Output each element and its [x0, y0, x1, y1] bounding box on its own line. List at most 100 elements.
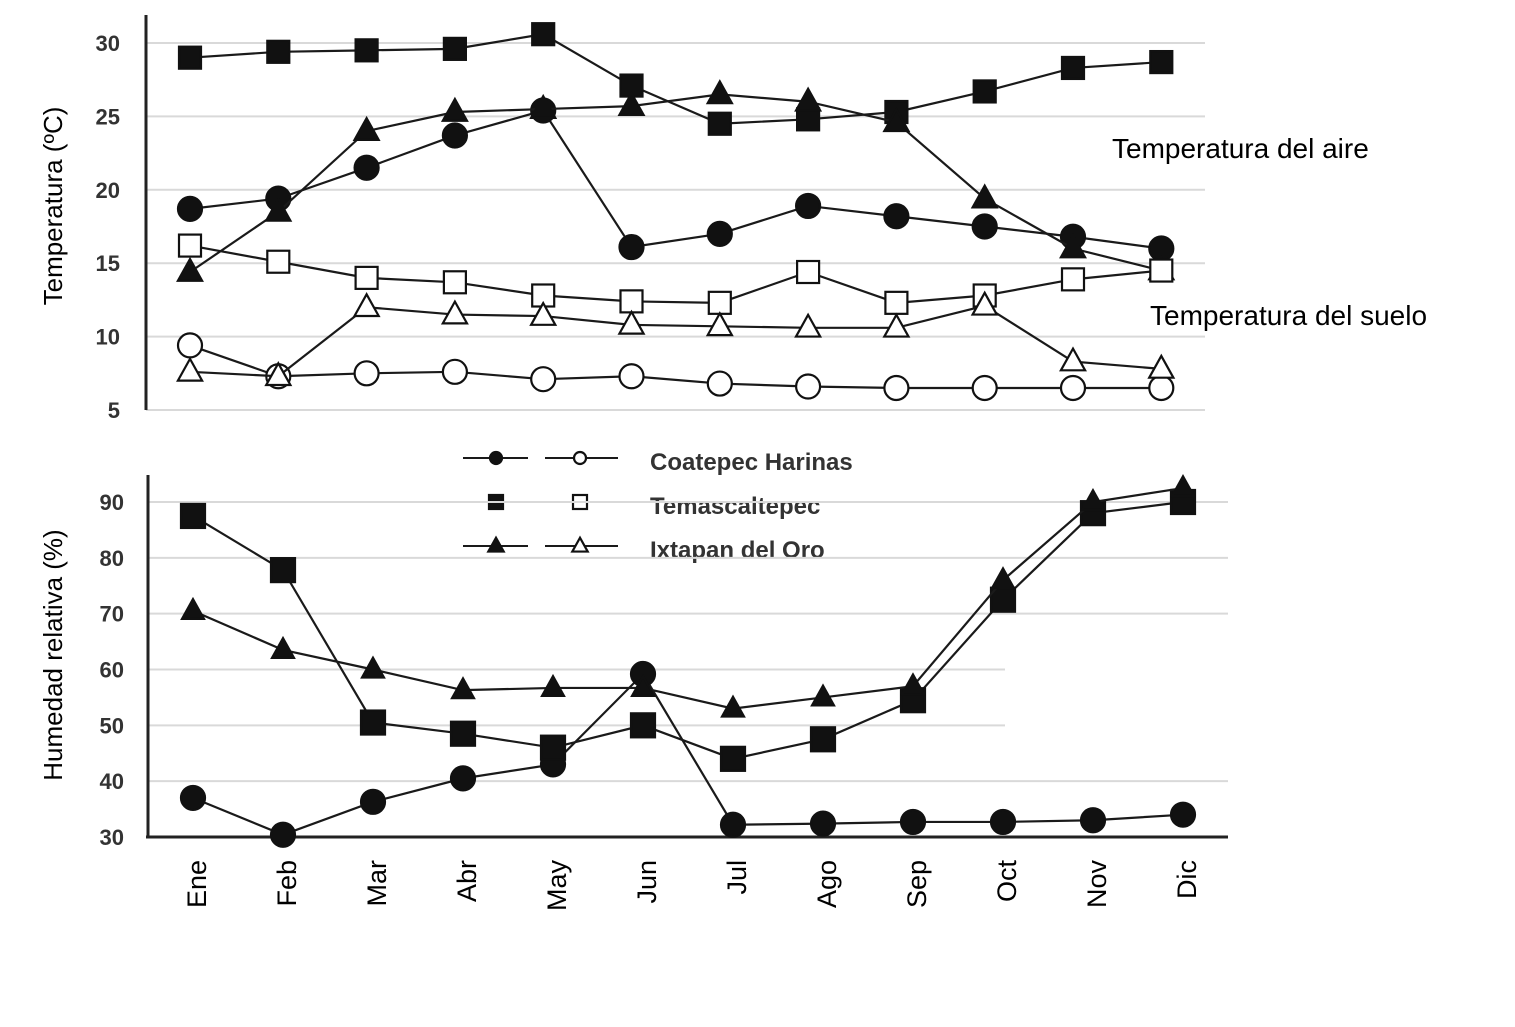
temperature-y-tick-labels: 30 25 20 15 10 5 [96, 31, 120, 423]
data-point-feb [264, 196, 293, 222]
data-point-jul [707, 290, 732, 315]
y-tick-5: 5 [108, 398, 120, 423]
data-point-nov [1060, 267, 1086, 292]
data-point-ago [795, 107, 821, 132]
data-point-jul [706, 220, 733, 247]
data-point-jul [719, 811, 747, 838]
y-tick-25: 25 [96, 104, 120, 129]
data-point-feb [269, 557, 297, 584]
annotation-soil-temperature: Temperatura del suelo [1150, 300, 1427, 331]
y-tick-90: 90 [100, 490, 124, 515]
data-point-sep [883, 374, 910, 402]
data-point-ago [810, 683, 836, 707]
data-point-ene [180, 596, 206, 620]
data-point-nov [1079, 807, 1107, 834]
data-point-abr [449, 765, 477, 792]
y-tick-50: 50 [100, 713, 124, 738]
series-ixtapan-del-oro-aire [176, 79, 1176, 282]
data-point-jun [630, 673, 656, 698]
data-point-dic [1147, 353, 1176, 379]
data-point-may [529, 93, 558, 119]
data-point-mar [359, 788, 387, 815]
temperature-chart: 30 25 20 15 10 5 Temperatura (ºC) Temperatura… [38, 15, 1427, 423]
data-point-ago [794, 192, 822, 220]
legend-marker-open [572, 450, 588, 466]
data-point-ene [179, 502, 207, 530]
data-point-ago [794, 312, 823, 338]
data-point-may [540, 673, 566, 698]
data-point-oct [970, 183, 999, 209]
series-line [189, 304, 1162, 378]
data-point-ene [176, 256, 204, 282]
data-point-ene [176, 332, 204, 359]
series-temascaltepec-aire [177, 22, 1174, 136]
humidity-series [179, 474, 1197, 848]
data-point-ene [177, 233, 203, 258]
temperature-series [176, 22, 1176, 402]
data-point-oct [989, 808, 1017, 836]
series-line [192, 500, 1184, 760]
data-point-sep [900, 672, 926, 696]
data-point-jun [629, 712, 657, 739]
data-point-ene [177, 45, 203, 70]
month-label-feb: Feb [272, 860, 302, 907]
humidity-chart: 90 80 70 60 50 40 30 Humedad relativa (%) [38, 474, 1228, 850]
y-tick-40: 40 [100, 769, 124, 794]
data-point-jul [720, 694, 746, 718]
data-point-mar [353, 154, 380, 181]
month-label-ene: Ene [182, 860, 212, 908]
series-line [189, 244, 1162, 304]
month-label-jul: Jul [722, 860, 752, 895]
data-point-abr [442, 36, 467, 61]
data-point-jun [618, 233, 645, 261]
month-label-sep: Sep [902, 860, 932, 908]
data-point-feb [266, 249, 291, 274]
data-point-nov [1080, 487, 1106, 512]
annotation-air-temperature: Temperatura del aire [1112, 133, 1369, 164]
data-point-oct [970, 290, 999, 316]
temperature-y-axis-label: Temperatura (ºC) [38, 107, 68, 306]
legend-label: Ixtapan del Oro [650, 537, 825, 564]
data-point-nov [1059, 346, 1087, 372]
series-line [192, 672, 1184, 836]
data-point-jul [705, 311, 734, 337]
data-point-mar [352, 292, 381, 318]
data-point-oct [971, 213, 998, 240]
data-point-may [531, 22, 556, 47]
y-tick-30: 30 [96, 31, 120, 56]
data-point-nov [1059, 233, 1087, 259]
y-tick-15: 15 [96, 251, 120, 276]
data-point-feb [266, 39, 291, 64]
series-line [189, 33, 1162, 125]
legend-entry-coatepec-harinas: Coatepec Harinas [463, 449, 853, 476]
humidity-y-axis-label: Humedad relativa (%) [38, 529, 68, 780]
series-line [192, 486, 1184, 710]
data-point-sep [882, 107, 911, 133]
data-point-mar [359, 709, 387, 736]
data-point-sep [899, 808, 927, 836]
data-point-dic [1149, 258, 1174, 283]
data-point-sep [884, 290, 909, 315]
data-point-feb [264, 361, 293, 387]
y-tick-30: 30 [100, 825, 124, 850]
data-point-abr [440, 96, 469, 122]
data-point-may [529, 300, 558, 326]
data-point-dic [1169, 801, 1197, 828]
data-point-jul [719, 745, 747, 772]
month-label-dic: Dic [1172, 860, 1202, 899]
data-point-sep [882, 312, 911, 338]
series-temascaltepec-suelo [177, 233, 1174, 315]
legend: Coatepec Harinas Temascaltepec Ixtapan del… [463, 449, 853, 564]
legend-entry-ixtapan-del-oro: Ixtapan del Oro [463, 535, 825, 564]
data-point-oct [972, 79, 997, 104]
data-point-oct [990, 566, 1016, 590]
y-tick-10: 10 [96, 325, 120, 350]
data-point-dic [1170, 474, 1196, 498]
data-point-jun [617, 309, 646, 335]
data-point-may [539, 734, 567, 761]
legend-marker-filled [486, 535, 506, 553]
data-point-mar [360, 655, 386, 679]
legend-marker-filled [488, 450, 504, 466]
y-tick-80: 80 [100, 546, 124, 571]
y-tick-70: 70 [100, 602, 124, 627]
